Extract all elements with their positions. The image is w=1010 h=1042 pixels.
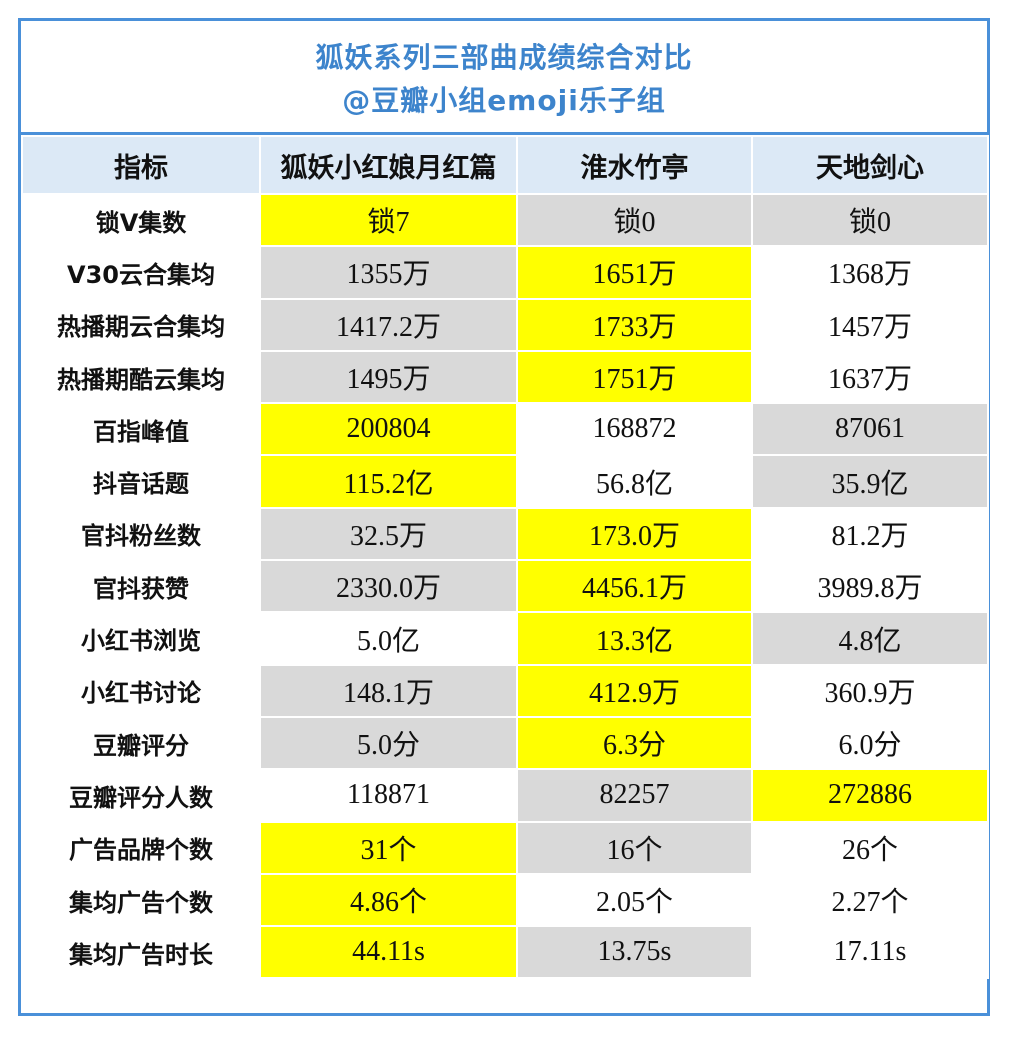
table-row: 抖音话题 115.2亿 56.8亿 35.9亿 [21, 454, 989, 509]
value-cell-show-2: 4456.1万 [516, 559, 753, 614]
value-cell-show-1: 32.5万 [259, 506, 518, 562]
value-cell-show-3: 6.0分 [751, 715, 989, 771]
table-row: V30云合集均 1355万 1651万 1368万 [21, 245, 989, 300]
value-cell-show-2: 1751万 [516, 349, 753, 405]
value-cell-show-3: 35.9亿 [751, 454, 989, 509]
value-cell-show-2: 13.75s [516, 925, 753, 980]
value-cell-show-1: 118871 [259, 768, 518, 823]
row-label: 抖音话题 [21, 454, 261, 509]
row-label: 集均广告个数 [21, 872, 261, 928]
value-cell-show-2: 168872 [516, 402, 753, 457]
table-header-row: 指标 狐妖小红娘月红篇 淮水竹亭 天地剑心 [21, 135, 989, 195]
value-cell-show-3: 1637万 [751, 349, 989, 405]
value-cell-show-1: 31个 [259, 820, 518, 875]
row-label: 官抖粉丝数 [21, 506, 261, 562]
value-cell-show-3: 17.11s [751, 925, 989, 980]
value-cell-show-1: 4.86个 [259, 872, 518, 928]
header-show-3: 天地剑心 [751, 135, 989, 195]
value-cell-show-2: 1733万 [516, 297, 753, 352]
value-cell-show-1: 115.2亿 [259, 454, 518, 509]
table-row: 小红书浏览 5.0亿 13.3亿 4.8亿 [21, 611, 989, 666]
row-label: 豆瓣评分 [21, 715, 261, 771]
comparison-table-frame: 狐妖系列三部曲成绩综合对比 @豆瓣小组emoji乐子组 指标 狐妖小红娘月红篇 … [18, 18, 990, 1016]
row-label: 小红书浏览 [21, 611, 261, 666]
table-row: 广告品牌个数 31个 16个 26个 [21, 820, 989, 875]
value-cell-show-2: 16个 [516, 820, 753, 875]
value-cell-show-1: 1355万 [259, 245, 518, 300]
row-label: 官抖获赞 [21, 559, 261, 614]
table-row: 小红书讨论 148.1万 412.9万 360.9万 [21, 663, 989, 718]
value-cell-show-1: 1495万 [259, 349, 518, 405]
value-cell-show-3: 1368万 [751, 245, 989, 300]
value-cell-show-2: 173.0万 [516, 506, 753, 562]
row-label: 热播期云合集均 [21, 297, 261, 352]
value-cell-show-1: 1417.2万 [259, 297, 518, 352]
value-cell-show-3: 锁0 [751, 192, 989, 248]
value-cell-show-2: 82257 [516, 768, 753, 823]
row-label: 广告品牌个数 [21, 820, 261, 875]
value-cell-show-2: 56.8亿 [516, 454, 753, 509]
row-label: 小红书讨论 [21, 663, 261, 718]
value-cell-show-1: 200804 [259, 402, 518, 457]
value-cell-show-3: 3989.8万 [751, 559, 989, 614]
value-cell-show-2: 13.3亿 [516, 611, 753, 666]
value-cell-show-3: 2.27个 [751, 872, 989, 928]
comparison-table: 指标 狐妖小红娘月红篇 淮水竹亭 天地剑心 锁V集数 锁7 锁0 锁0 V30云合集均 1… [21, 135, 989, 980]
table-row: 官抖粉丝数 32.5万 173.0万 81.2万 [21, 506, 989, 562]
header-show-2: 淮水竹亭 [516, 135, 753, 195]
table-row: 豆瓣评分人数 118871 82257 272886 [21, 768, 989, 823]
table-row: 锁V集数 锁7 锁0 锁0 [21, 192, 989, 248]
value-cell-show-3: 1457万 [751, 297, 989, 352]
table-row: 热播期云合集均 1417.2万 1733万 1457万 [21, 297, 989, 352]
page-subtitle: @豆瓣小组emoji乐子组 [342, 84, 666, 117]
value-cell-show-3: 81.2万 [751, 506, 989, 562]
value-cell-show-2: 412.9万 [516, 663, 753, 718]
title-block: 狐妖系列三部曲成绩综合对比 @豆瓣小组emoji乐子组 [21, 21, 987, 135]
row-label: 百指峰值 [21, 402, 261, 457]
value-cell-show-1: 2330.0万 [259, 559, 518, 614]
value-cell-show-3: 26个 [751, 820, 989, 875]
value-cell-show-1: 5.0亿 [259, 611, 518, 666]
value-cell-show-2: 锁0 [516, 192, 753, 248]
value-cell-show-2: 2.05个 [516, 872, 753, 928]
value-cell-show-1: 5.0分 [259, 715, 518, 771]
value-cell-show-1: 148.1万 [259, 663, 518, 718]
value-cell-show-2: 6.3分 [516, 715, 753, 771]
page-title: 狐妖系列三部曲成绩综合对比 [315, 41, 693, 74]
row-label: 集均广告时长 [21, 925, 261, 980]
table-row: 官抖获赞 2330.0万 4456.1万 3989.8万 [21, 559, 989, 614]
header-show-1: 狐妖小红娘月红篇 [259, 135, 518, 195]
table-row: 集均广告时长 44.11s 13.75s 17.11s [21, 925, 989, 980]
table-body: 锁V集数 锁7 锁0 锁0 V30云合集均 1355万 1651万 1368万 热播期云合集均 1… [21, 192, 989, 980]
value-cell-show-3: 4.8亿 [751, 611, 989, 666]
row-label: 锁V集数 [21, 192, 261, 248]
value-cell-show-3: 87061 [751, 402, 989, 457]
table-row: 热播期酷云集均 1495万 1751万 1637万 [21, 349, 989, 405]
table-row: 集均广告个数 4.86个 2.05个 2.27个 [21, 872, 989, 928]
value-cell-show-1: 44.11s [259, 925, 518, 980]
row-label: 热播期酷云集均 [21, 349, 261, 405]
row-label: V30云合集均 [21, 245, 261, 300]
value-cell-show-2: 1651万 [516, 245, 753, 300]
header-metric: 指标 [21, 135, 261, 195]
table-row: 豆瓣评分 5.0分 6.3分 6.0分 [21, 715, 989, 771]
table-row: 百指峰值 200804 168872 87061 [21, 402, 989, 457]
value-cell-show-1: 锁7 [259, 192, 518, 248]
value-cell-show-3: 360.9万 [751, 663, 989, 718]
value-cell-show-3: 272886 [751, 768, 989, 823]
row-label: 豆瓣评分人数 [21, 768, 261, 823]
